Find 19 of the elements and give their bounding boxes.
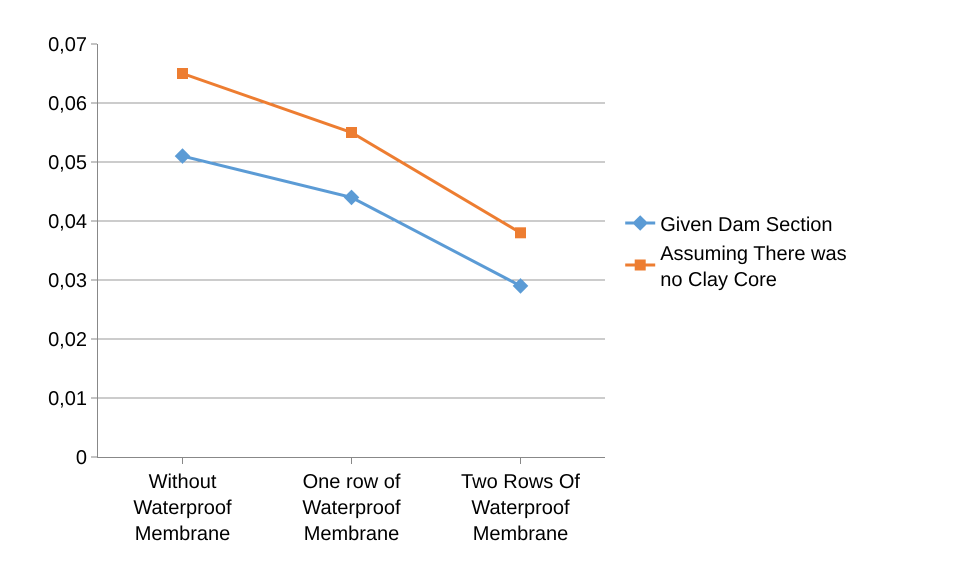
y-tick-label: 0,02 [48, 329, 87, 351]
x-tick-label: One row of Waterproof Membrane [302, 471, 402, 545]
point [512, 278, 528, 294]
y-tick-label: 0,01 [48, 388, 87, 410]
y-tick-label: 0,05 [48, 152, 87, 174]
y-tick-label: 0,03 [48, 270, 87, 292]
y-tick-label: 0,04 [48, 211, 87, 233]
point [174, 148, 190, 164]
point [344, 190, 360, 206]
x-tick-label: Without Waterproof Membrane [133, 471, 232, 545]
point [346, 127, 357, 138]
y-tick-label: 0,07 [48, 34, 87, 56]
y-tick-label: 0 [76, 447, 87, 469]
y-tick-label: 0,06 [48, 93, 87, 115]
point [515, 227, 526, 238]
legend-label: Given Dam Section [660, 214, 833, 236]
x-tick-label: Two Rows Of Waterproof Membrane [461, 471, 580, 545]
point [177, 68, 188, 79]
legend-label: Assuming There was no Clay Core [660, 242, 847, 291]
